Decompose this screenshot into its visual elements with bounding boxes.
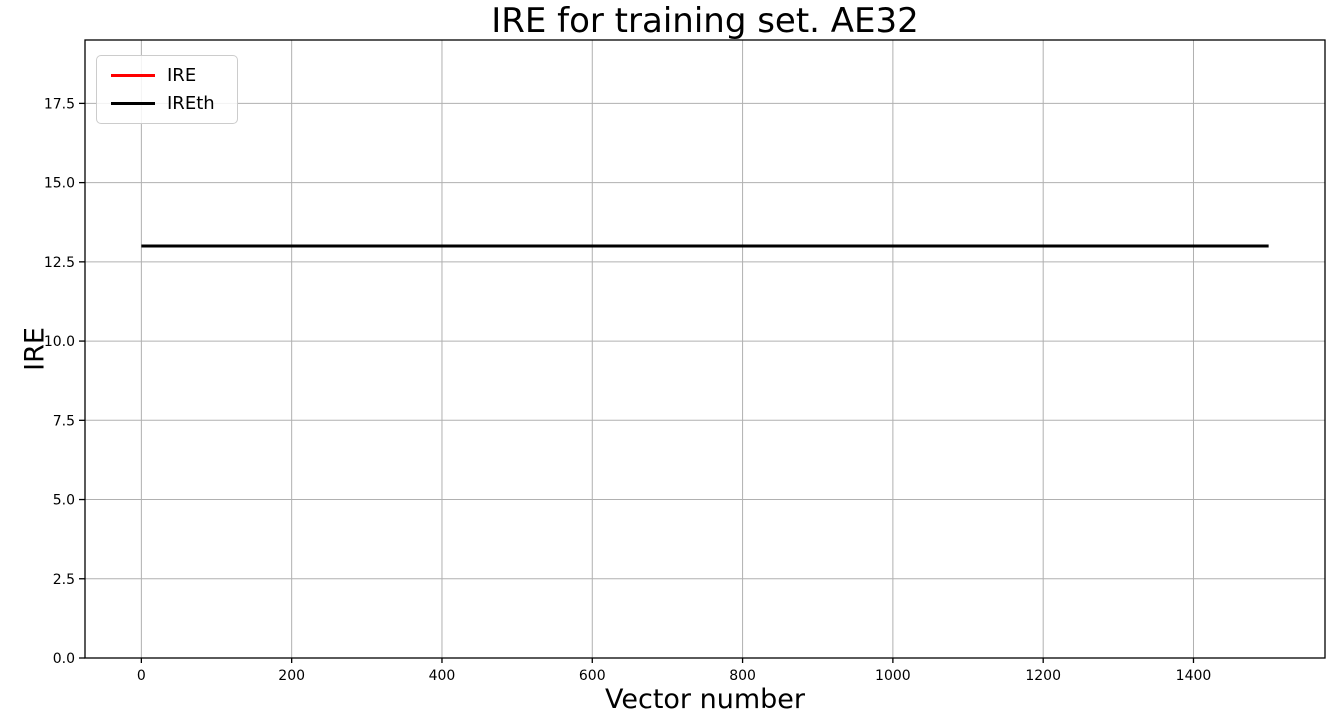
x-tick-label: 600	[579, 668, 606, 684]
ireth-line-sample-icon	[111, 102, 155, 105]
chart-title: IRE for training set. AE32	[491, 1, 919, 41]
y-tick-label: 7.5	[53, 413, 75, 429]
y-tick-label: 12.5	[44, 255, 75, 271]
x-tick-label: 400	[429, 668, 456, 684]
x-tick-label: 1200	[1025, 668, 1061, 684]
x-tick-label: 1400	[1176, 668, 1212, 684]
ire-line-sample-icon	[111, 74, 155, 77]
y-tick-label: 15.0	[44, 176, 75, 192]
x-axis-label: Vector number	[605, 684, 805, 715]
x-tick-label: 0	[137, 668, 146, 684]
y-axis-label: IRE	[19, 327, 51, 371]
x-tick-label: 200	[278, 668, 305, 684]
legend: IRE IREth	[96, 55, 238, 124]
y-tick-label: 5.0	[53, 493, 75, 509]
y-tick-label: 0.0	[53, 651, 75, 667]
legend-label-ireth: IREth	[167, 93, 215, 114]
axes-spines	[84, 39, 1326, 659]
legend-label-ire: IRE	[167, 65, 197, 86]
y-tick-label: 2.5	[53, 572, 75, 588]
y-tick-label: 10.0	[44, 334, 75, 350]
legend-item-ireth: IREth	[111, 93, 223, 114]
y-tick-label: 17.5	[44, 96, 75, 112]
x-tick-label: 800	[729, 668, 756, 684]
legend-item-ire: IRE	[111, 65, 223, 86]
x-tick-label: 1000	[875, 668, 911, 684]
